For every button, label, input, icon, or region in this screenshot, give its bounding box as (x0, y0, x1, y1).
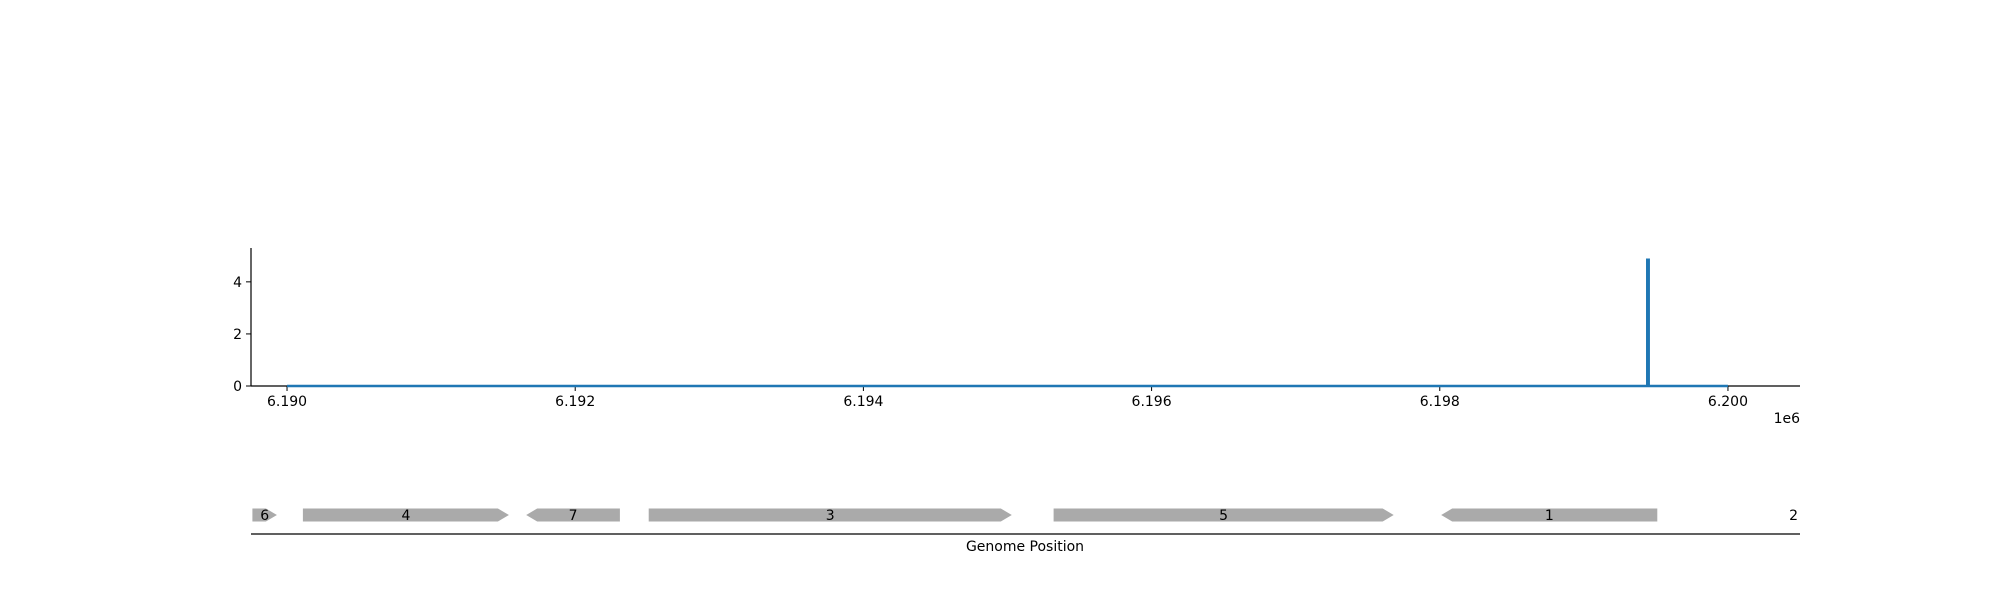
genes: 6 4 7 3 5 1 2 (252, 508, 1798, 524)
x-tick-label: 6.194 (843, 394, 883, 410)
x-offset-label: 1e6 (1774, 411, 1801, 427)
gene-label-3: 3 (826, 508, 835, 524)
x-tick-label: 6.196 (1132, 394, 1172, 410)
x-tick-label: 6.192 (555, 394, 595, 410)
y-tick-label: 4 (233, 275, 242, 291)
y-tick-label: 2 (233, 327, 242, 343)
gene-label-5: 5 (1219, 508, 1228, 524)
y-ticks: 0 2 4 (233, 275, 251, 395)
coverage-series-line (287, 258, 1728, 388)
gene-label-4: 4 (401, 508, 410, 524)
coverage-plot: 6.190 6.192 6.194 6.196 6.198 6.200 0 2 4 1e6 (233, 248, 1800, 427)
x-tick-label: 6.200 (1708, 394, 1748, 410)
gene-label-1: 1 (1545, 508, 1554, 524)
gene-arrow-3 (648, 508, 1012, 522)
gene-track: 6 4 7 3 5 1 2 Genome Position (251, 508, 1800, 555)
gene-label-6: 6 (260, 508, 269, 524)
gene-label-2: 2 (1789, 508, 1798, 524)
x-ticks: 6.190 6.192 6.194 6.196 6.198 6.200 (267, 386, 1748, 410)
genome-position-label: Genome Position (966, 539, 1084, 555)
gene-arrow-7 (526, 508, 620, 522)
gene-arrow-4 (302, 508, 509, 522)
y-tick-label: 0 (233, 379, 242, 395)
gene-label-7: 7 (569, 508, 578, 524)
gene-arrow-5 (1053, 508, 1394, 522)
gene-arrow-6 (252, 508, 277, 522)
x-tick-label: 6.190 (267, 394, 307, 410)
gene-arrow-1 (1441, 508, 1658, 522)
x-tick-label: 6.198 (1420, 394, 1460, 410)
